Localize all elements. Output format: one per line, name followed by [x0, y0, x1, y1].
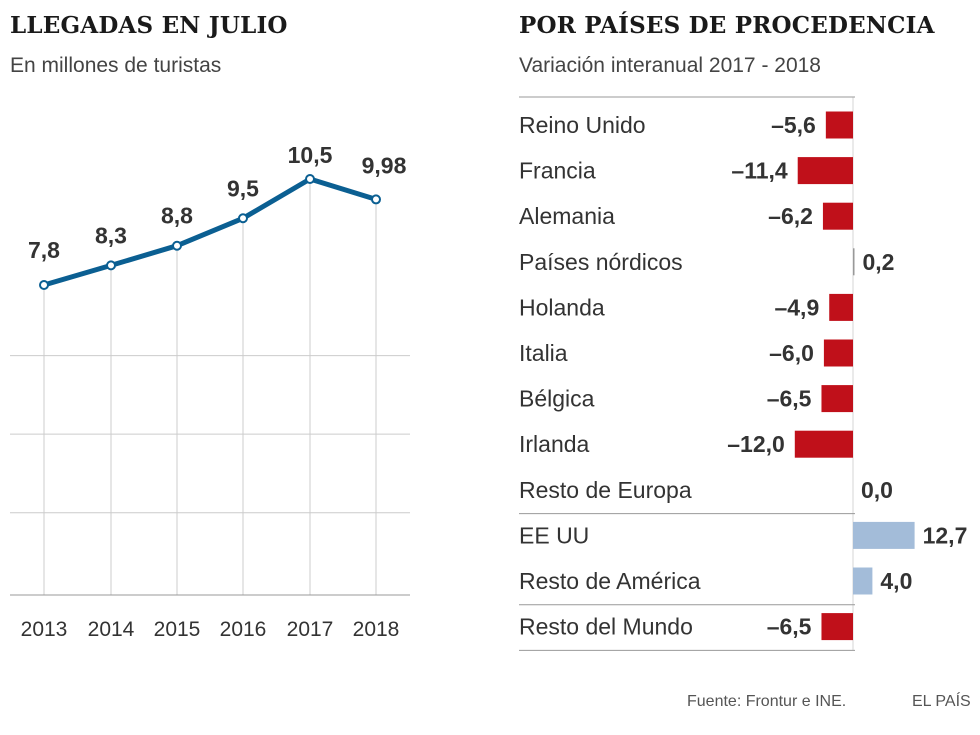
brand-credit: EL PAÍS: [912, 693, 971, 710]
x-tick-label: 2014: [88, 618, 135, 641]
x-tick-label: 2017: [287, 618, 334, 641]
bar-value-label: –5,6: [771, 112, 816, 138]
bar: [821, 613, 853, 641]
category-label: Países nórdicos: [519, 249, 683, 275]
bar-value-label: –6,5: [767, 614, 812, 640]
category-label: Holanda: [519, 294, 605, 320]
bar-value-label: 0,0: [861, 477, 893, 503]
bar-value-label: –11,4: [731, 158, 787, 184]
value-label: 8,8: [161, 203, 193, 229]
bar: [821, 385, 853, 413]
value-label: 10,5: [288, 142, 333, 168]
line-chart-subtitle: En millones de turistas: [10, 54, 222, 77]
bar: [825, 111, 853, 139]
category-label: Resto del Mundo: [519, 614, 693, 640]
bar-value-label: 0,2: [863, 249, 895, 275]
category-label: Reino Unido: [519, 112, 646, 138]
bar: [853, 567, 873, 595]
bar: [822, 202, 853, 230]
category-label: Francia: [519, 158, 596, 184]
bar: [853, 521, 915, 549]
bar-value-label: –6,0: [769, 340, 814, 366]
arrivals-series-line: [41, 176, 379, 288]
category-label: Irlanda: [519, 431, 590, 457]
data-point: [39, 280, 49, 290]
category-label: Resto de Europa: [519, 477, 692, 503]
bar-value-label: –6,2: [768, 203, 813, 229]
data-point: [371, 194, 381, 205]
category-label: Alemania: [519, 203, 615, 229]
x-tick-label: 2015: [154, 618, 201, 641]
value-label: 9,98: [362, 152, 407, 178]
category-label: EE UU: [519, 522, 589, 548]
bar-value-label: –6,5: [767, 386, 812, 412]
value-label: 8,3: [95, 222, 127, 248]
x-tick-label: 2018: [353, 618, 400, 641]
data-point: [238, 213, 248, 224]
bar: [823, 339, 853, 367]
data-point: [305, 174, 315, 184]
bar-value-label: 4,0: [880, 568, 912, 594]
category-label: Resto de América: [519, 568, 701, 594]
line-chart-title: LLEGADAS EN JULIO: [10, 12, 288, 39]
bar: [829, 293, 853, 321]
data-point: [106, 260, 116, 271]
bar-value-label: 12,7: [923, 522, 968, 548]
bar: [853, 248, 855, 276]
value-label: 9,5: [227, 175, 259, 201]
value-label: 7,8: [28, 237, 60, 263]
x-tick-label: 2013: [21, 618, 68, 641]
bar-value-label: –12,0: [727, 431, 785, 457]
data-point: [172, 240, 182, 251]
bar-chart-subtitle: Variación interanual 2017 - 2018: [519, 54, 821, 77]
bar-chart-title: POR PAÍSES DE PROCEDENCIA: [519, 12, 935, 39]
category-label: Bélgica: [519, 386, 595, 412]
bar: [797, 157, 853, 185]
bar-value-label: –4,9: [774, 294, 819, 320]
bar: [794, 430, 853, 458]
x-tick-label: 2016: [220, 618, 267, 641]
category-label: Italia: [519, 340, 568, 366]
source-note: Fuente: Frontur e INE.: [687, 693, 847, 710]
